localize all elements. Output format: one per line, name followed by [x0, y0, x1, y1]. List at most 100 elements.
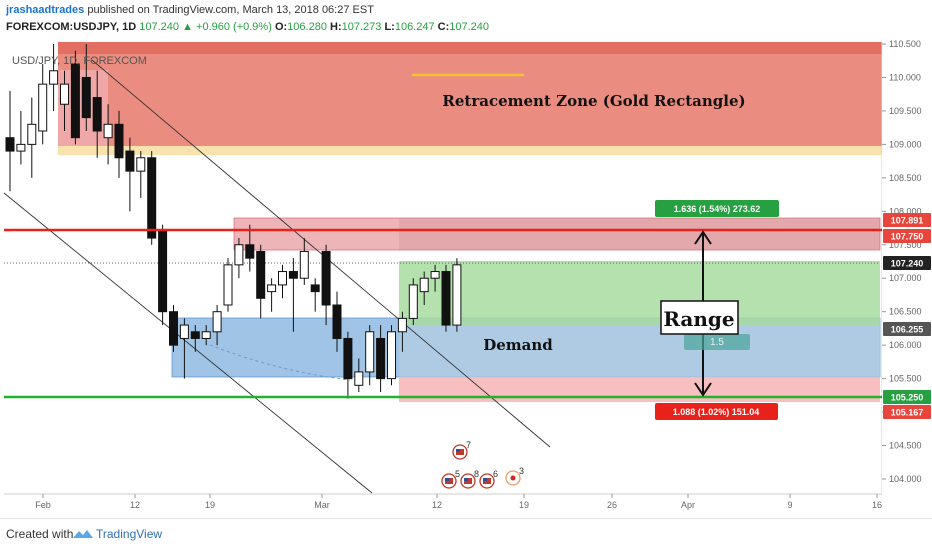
- price-tick-label: 109.000: [889, 139, 922, 149]
- price-badge-value: 107.750: [891, 232, 924, 242]
- candle-body: [49, 70, 59, 85]
- trendlines-layer: [3, 59, 880, 494]
- target-resistance-overlap: [399, 218, 880, 250]
- candle-body: [288, 271, 298, 279]
- candle-body: [190, 331, 200, 339]
- created-with-label: Created with: [6, 527, 74, 541]
- price-badge-value: 105.250: [891, 393, 924, 403]
- candle-body: [114, 123, 124, 159]
- target-label: 1.636 (1.54%) 273.62: [674, 204, 761, 214]
- candle-body: [267, 284, 277, 293]
- open-label: O:: [274, 21, 288, 33]
- candle-body: [212, 311, 222, 333]
- price-tick-label: 105.500: [889, 374, 922, 384]
- dashed-curve: [209, 344, 351, 381]
- price-tick-label: 110.000: [889, 72, 921, 82]
- low-value: 106.247: [394, 21, 435, 33]
- close-label: C:: [437, 21, 450, 33]
- candle-body: [92, 97, 102, 132]
- target-zone: [399, 261, 880, 325]
- time-tick-label: 9: [787, 500, 792, 510]
- candle-body: [321, 250, 331, 306]
- gold-strip: [58, 146, 882, 155]
- price-badge: [883, 322, 931, 336]
- candle-body: [136, 157, 146, 172]
- price-tick-label: 104.000: [889, 474, 922, 484]
- event-count: 8: [474, 469, 479, 479]
- candle-body: [256, 250, 266, 299]
- time-tick-label: Apr: [681, 500, 695, 510]
- candles-layer: [5, 44, 462, 399]
- price-change: ▲ +0.960 (+0.9%): [182, 21, 272, 33]
- price-badge-value: 107.240: [891, 259, 924, 269]
- price-tick-label: 106.500: [889, 307, 922, 317]
- price-tick-label: 104.500: [889, 441, 922, 451]
- price-tick-label: 106.000: [889, 340, 922, 350]
- candle-body: [103, 123, 113, 139]
- candle-body: [147, 157, 157, 239]
- candle-body: [179, 324, 189, 339]
- time-tick-label: Mar: [314, 500, 330, 510]
- candle-body: [169, 311, 178, 346]
- time-tick-label: 19: [205, 500, 215, 510]
- price-badge: [883, 405, 931, 419]
- candle-body: [245, 244, 255, 259]
- price-badge: [883, 390, 931, 404]
- entry-overlap-zone: [399, 325, 880, 377]
- us-flag-event-icon[interactable]: [452, 444, 468, 460]
- event-count: 3: [519, 466, 524, 476]
- event-count: 7: [466, 440, 471, 450]
- price-tick-label: 110.500: [889, 39, 921, 49]
- upper-channel-line: [91, 59, 551, 448]
- candle-body: [38, 83, 48, 132]
- time-tick-label: Feb: [35, 500, 51, 510]
- last-price: 107.240: [139, 21, 180, 33]
- footer: Created with TradingView: [0, 518, 932, 550]
- flag-canton: [464, 478, 468, 481]
- price-badge: [883, 229, 931, 243]
- candle-body: [354, 371, 364, 386]
- us-flag-event-icon[interactable]: [441, 473, 457, 489]
- author-link[interactable]: jrashaadtrades: [6, 4, 85, 16]
- price-tick-label: 107.500: [889, 240, 922, 250]
- symbol-label: FOREXCOM:USDJPY, 1D: [6, 21, 137, 33]
- candle-body: [452, 264, 462, 326]
- price-badge-value: 105.167: [891, 408, 924, 418]
- candle-body: [278, 271, 287, 286]
- candle-body: [419, 277, 429, 293]
- price-badge-value: 107.891: [891, 216, 924, 226]
- rr-label: 1.5: [710, 337, 724, 348]
- time-tick-label: 12: [432, 500, 442, 510]
- publish-line: jrashaadtrades published on TradingView.…: [6, 4, 374, 16]
- candle-body: [365, 331, 375, 373]
- target-badge: [655, 200, 779, 217]
- annotations-layer: Retracement Zone (Gold Rectangle) Demand 1…: [412, 73, 779, 420]
- close-value: 107.240: [449, 21, 490, 33]
- tradingview-logo-icon: [73, 530, 93, 538]
- candle-body: [430, 271, 440, 279]
- candle-body: [158, 230, 168, 313]
- candle-body: [234, 244, 244, 266]
- jp-event-icon[interactable]: [505, 470, 521, 486]
- price-chart[interactable]: Retracement Zone (Gold Rectangle) Demand 1…: [0, 0, 932, 518]
- candle-body: [201, 331, 211, 339]
- candle-body: [441, 271, 451, 326]
- range-arrow-up: [694, 230, 712, 245]
- ohlc-line: FOREXCOM:USDJPY, 1D 107.240 ▲ +0.960 (+0…: [6, 21, 489, 33]
- retracement-zone-label: Retracement Zone (Gold Rectangle): [442, 92, 745, 110]
- event-count: 5: [455, 469, 460, 479]
- resistance-zone: [233, 217, 881, 251]
- us-flag-event-icon[interactable]: [460, 473, 476, 489]
- flag-canton: [456, 449, 460, 452]
- price-tick-label: 108.000: [889, 206, 922, 216]
- rr-box: [684, 334, 750, 350]
- candle-body: [81, 76, 91, 119]
- candle-body: [310, 284, 320, 293]
- candle-body: [332, 304, 342, 339]
- chart-legend: USD/JPY, 1D, FOREXCOM: [12, 55, 147, 67]
- price-badge: [883, 256, 931, 270]
- tradingview-brand-link[interactable]: TradingView: [96, 527, 163, 541]
- us-flag-event-icon[interactable]: [479, 473, 495, 489]
- time-axis[interactable]: Feb 12 19 Mar 12 19 26 Apr 9 16: [35, 494, 882, 510]
- flag-canton: [445, 478, 449, 481]
